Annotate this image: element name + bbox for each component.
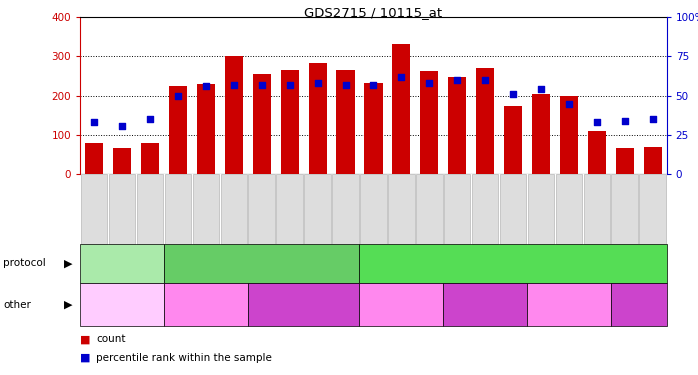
Point [507,91,519,97]
Bar [616,148,634,174]
Bar [560,96,578,174]
Text: GSM21683: GSM21683 [119,189,125,229]
Text: GSM21696: GSM21696 [482,189,488,229]
Text: 45 min rehydration: 45 min rehydration [445,300,526,309]
Text: ■: ■ [80,334,91,344]
Text: GSM21699: GSM21699 [566,189,572,229]
Point [563,100,574,106]
Bar [392,45,410,174]
Text: other: other [3,300,31,310]
Text: control: control [104,258,140,268]
Bar [113,148,131,174]
Text: GSM21702: GSM21702 [650,189,655,229]
Bar [169,86,187,174]
Text: GSM21701: GSM21701 [622,189,628,229]
Bar [588,131,606,174]
Text: dessication: dessication [232,258,291,268]
Text: GSM21692: GSM21692 [371,189,376,229]
Text: GSM21687: GSM21687 [231,189,237,229]
Text: 360 min
rehydration: 360 min rehydration [614,295,663,314]
Point [200,83,211,89]
Point [619,118,630,124]
Text: GSM21691: GSM21691 [343,189,348,229]
Point [228,82,239,88]
Text: GSM21686: GSM21686 [203,189,209,229]
Text: GSM21682: GSM21682 [91,189,97,229]
Text: GSM21700: GSM21700 [594,189,600,229]
Point [89,119,100,125]
Text: dry: dry [297,300,311,309]
Text: GSM21697: GSM21697 [510,189,516,229]
Text: ▶: ▶ [64,300,73,310]
Bar [644,147,662,174]
Text: GSM21694: GSM21694 [426,189,432,229]
Bar [85,143,103,174]
Point [480,77,491,83]
Bar [476,68,494,174]
Text: control: control [107,300,137,309]
Point [256,82,267,88]
Text: GSM21684: GSM21684 [147,189,153,229]
Bar [309,63,327,174]
Bar [364,82,383,174]
Bar [225,56,243,174]
Text: GSM21689: GSM21689 [287,189,292,229]
Text: GSM21698: GSM21698 [538,189,544,229]
Point [424,80,435,86]
Bar [336,70,355,174]
Bar [141,143,159,174]
Text: GSM21685: GSM21685 [175,189,181,229]
Point [172,93,184,99]
Point [535,86,547,92]
Bar [253,74,271,174]
Point [284,82,295,88]
Text: GSM21693: GSM21693 [399,189,404,229]
Point [647,116,658,122]
Text: protocol: protocol [3,258,46,268]
Bar [281,70,299,174]
Bar [448,77,466,174]
Point [340,82,351,88]
Text: ▶: ▶ [64,258,73,268]
Text: 50 pct dry: 50 pct dry [184,300,228,309]
Bar [420,71,438,174]
Point [591,119,602,125]
Text: GSM21690: GSM21690 [315,189,320,229]
Text: ■: ■ [80,353,91,363]
Text: percentile rank within the sample: percentile rank within the sample [96,353,272,363]
Point [396,74,407,80]
Point [452,77,463,83]
Text: GDS2715 / 10115_at: GDS2715 / 10115_at [304,6,443,19]
Text: 90 min rehydration: 90 min rehydration [528,300,609,309]
Text: GSM21695: GSM21695 [454,189,460,229]
Text: rehydration: rehydration [482,258,544,268]
Text: count: count [96,334,126,344]
Point [312,80,323,86]
Bar [504,106,522,174]
Text: 15 min rehydration: 15 min rehydration [361,300,442,309]
Text: GSM21688: GSM21688 [259,189,265,229]
Bar [197,84,215,174]
Bar [532,94,550,174]
Point [368,82,379,88]
Point [117,123,128,129]
Point [144,116,156,122]
